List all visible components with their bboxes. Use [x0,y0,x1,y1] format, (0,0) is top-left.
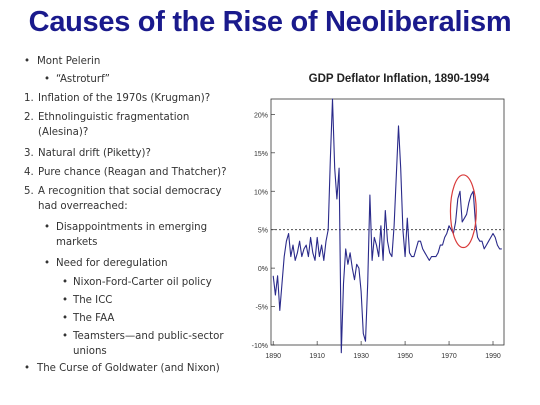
gdp-deflator-chart: GDP Deflator Inflation, 1890-1994 -10% -5… [249,66,535,382]
bullet-text: Natural drift (Piketty)? [38,148,151,159]
x-tick-label: 1990 [485,353,501,360]
y-tick-label: 5% [258,228,268,235]
x-tick-label: 1970 [441,353,457,360]
bullet-text: “Astroturf” [56,74,110,85]
x-tick-label: 1930 [353,353,369,360]
bullet-marker: 2. [24,112,34,123]
y-tick-label: 0% [258,266,268,273]
bullet-marker: • [44,258,51,269]
bullet-marker: 5. [24,186,34,197]
y-tick-label: -10% [252,343,268,350]
highlight-ellipse [449,174,477,249]
inflation-series-line [272,98,502,354]
chart-plot-layer: -10% -5% 0% 5% 10% 15% 20% 1890 1910 1930 1950 1970… [252,98,505,360]
bullet-marker: • [62,295,69,306]
x-tick-label: 1950 [397,353,413,360]
bullet-text: The ICC [73,295,113,306]
bullet-marker: • [24,363,31,374]
y-tick-label: 10% [254,189,268,196]
plot-frame [270,98,505,346]
chart-svg: GDP Deflator Inflation, 1890-1994 -10% -5… [252,73,505,360]
x-tick-label: 1910 [309,353,325,360]
bullet-marker: • [44,74,51,85]
bullet-text: had overreached: [38,201,128,212]
bullet-text: The FAA [73,313,115,324]
y-tick-label: 20% [254,112,268,119]
bullet-text: Ethnolinguistic fragmentation [38,112,190,123]
bullet-marker: • [24,56,31,67]
bullet-text: markets [56,237,98,248]
bullet-text: (Alesina)? [38,127,89,138]
bullet-marker: • [62,331,69,342]
bullet-text: Need for deregulation [56,258,168,269]
bullet-marker: 1. [24,93,34,104]
slide-title: Causes of the Rise of Neoliberalism [28,6,512,38]
bullet-marker: • [62,313,69,324]
bullet-text: The Curse of Goldwater (and Nixon) [37,363,220,374]
bullet-text: A recognition that social democracy [38,186,222,197]
bullet-marker: • [62,277,69,288]
bullet-text: Teamsters—and public-sector [73,331,224,342]
chart-title: GDP Deflator Inflation, 1890-1994 [309,73,490,85]
x-tick-label: 1890 [265,353,281,360]
bullet-text: Nixon-Ford-Carter oil policy [73,277,212,288]
bullet-marker: 4. [24,167,34,178]
bullet-text: Disappointments in emerging [56,222,208,233]
bullet-text: Inflation of the 1970s (Krugman)? [38,93,211,104]
y-tick-label: 15% [254,151,268,158]
bullet-text: unions [73,346,107,357]
bullet-text: Pure chance (Reagan and Thatcher)? [38,167,227,178]
bullet-text: Mont Pelerin [37,56,101,67]
bullet-marker: 3. [24,148,34,159]
bullet-marker: • [44,222,51,233]
y-tick-label: -5% [256,305,268,312]
